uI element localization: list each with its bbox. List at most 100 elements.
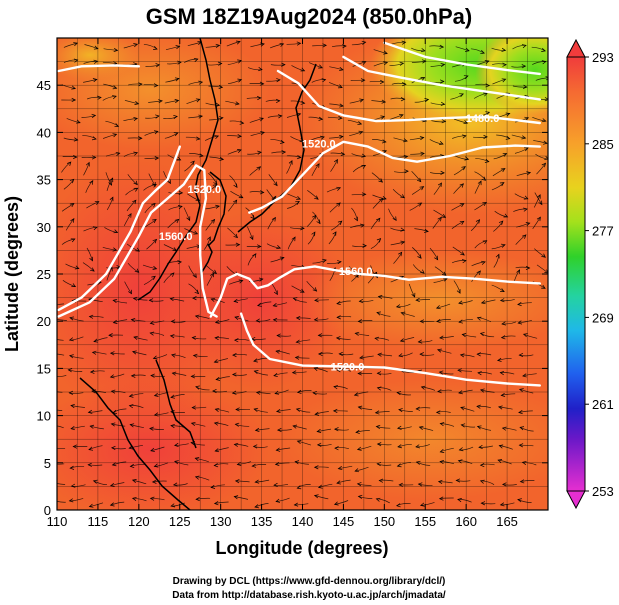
- x-tick-label: 150: [373, 514, 395, 529]
- streamline-arrow: [458, 390, 463, 395]
- streamline-arrow: [521, 460, 527, 465]
- streamline: [62, 156, 77, 158]
- streamline-arrow: [50, 304, 54, 307]
- streamline-arrow: [113, 48, 119, 53]
- streamline: [149, 428, 164, 430]
- streamline-arrow: [273, 373, 278, 378]
- streamline: [230, 190, 243, 199]
- streamline-arrow: [315, 163, 320, 168]
- streamline-arrow: [232, 352, 237, 358]
- streamline: [113, 319, 128, 324]
- streamline-arrow: [336, 315, 341, 320]
- streamline-arrow: [93, 59, 99, 64]
- streamline-arrow: [495, 253, 500, 259]
- streamline-arrow: [234, 422, 240, 427]
- streamline-arrow: [108, 333, 113, 338]
- streamline: [470, 48, 485, 54]
- streamline-arrow: [476, 316, 482, 321]
- streamline-arrow: [112, 298, 118, 303]
- streamline-arrow: [259, 117, 264, 122]
- streamline-arrow: [477, 371, 482, 376]
- streamline-arrow: [71, 283, 77, 287]
- streamline-arrow: [253, 370, 259, 375]
- streamline: [317, 428, 332, 432]
- streamline-arrow: [525, 265, 531, 271]
- streamline-arrow: [150, 447, 155, 452]
- streamline-arrow: [251, 463, 257, 468]
- streamline-arrow: [381, 196, 387, 200]
- streamline: [409, 202, 422, 211]
- streamline: [57, 425, 64, 429]
- streamline-arrow: [112, 133, 118, 138]
- streamline-arrow: [176, 156, 182, 161]
- x-tick-label: 160: [455, 514, 477, 529]
- coastline: [79, 38, 317, 510]
- streamline-arrow: [522, 373, 527, 378]
- streamline-arrow: [317, 484, 323, 489]
- streamline: [389, 114, 404, 120]
- streamline-arrow: [476, 404, 481, 409]
- streamline-arrow: [541, 118, 547, 123]
- streamline: [123, 43, 138, 49]
- streamline-arrow: [153, 392, 159, 397]
- streamline: [266, 189, 276, 201]
- streamline: [314, 495, 329, 500]
- colorbar-tick-label: 293: [592, 50, 614, 65]
- streamline-arrow: [112, 85, 118, 90]
- streamline-arrow: [404, 169, 409, 174]
- streamline-arrow: [420, 269, 425, 274]
- streamline-arrow: [480, 50, 485, 55]
- streamline-arrow: [480, 501, 486, 506]
- streamline: [103, 48, 118, 51]
- x-tick-label: 140: [292, 514, 314, 529]
- streamline-arrow: [459, 93, 464, 98]
- streamline-arrow: [544, 269, 548, 274]
- streamline-arrow: [87, 462, 92, 467]
- streamline-arrow: [543, 140, 548, 145]
- streamline: [249, 117, 264, 123]
- streamline-arrow: [415, 444, 420, 449]
- streamline: [232, 354, 247, 356]
- streamline-arrow: [334, 446, 339, 451]
- streamline: [409, 137, 424, 141]
- streamline-arrow: [463, 120, 469, 125]
- streamline: [461, 424, 476, 428]
- streamline: [396, 303, 411, 308]
- streamline-arrow: [152, 355, 158, 360]
- streamline-arrow: [392, 216, 397, 222]
- streamline: [338, 465, 353, 470]
- streamline-arrow: [397, 425, 402, 430]
- streamline-arrow: [399, 338, 405, 343]
- streamline-arrow: [420, 48, 426, 53]
- streamline: [421, 386, 436, 391]
- streamline: [71, 425, 85, 430]
- streamline-arrow: [70, 483, 76, 488]
- streamline-arrow: [193, 230, 199, 235]
- streamline-arrow: [376, 371, 382, 376]
- colorbar-tick-label: 269: [592, 310, 614, 325]
- streamline-arrow: [397, 444, 402, 449]
- streamline-arrow: [186, 216, 191, 222]
- streamline: [86, 247, 93, 261]
- streamline: [186, 98, 200, 105]
- streamline-arrow: [496, 357, 502, 362]
- streamline-arrow: [132, 199, 137, 205]
- streamline-arrow: [158, 99, 163, 104]
- streamline: [516, 172, 531, 177]
- contour-line: [57, 64, 140, 73]
- streamline-arrow: [194, 289, 200, 295]
- streamline: [314, 318, 329, 321]
- streamline: [350, 224, 365, 229]
- streamline-arrow: [213, 421, 219, 426]
- streamline: [148, 173, 156, 187]
- streamline-arrow: [459, 353, 465, 358]
- streamline: [336, 300, 351, 305]
- streamline-arrow: [275, 447, 281, 452]
- streamline-arrow: [381, 99, 387, 104]
- y-tick-label: 45: [37, 78, 51, 93]
- streamline: [291, 285, 305, 293]
- streamline-arrow: [71, 97, 77, 103]
- streamline-arrow: [149, 426, 154, 431]
- streamline-arrow: [322, 258, 327, 263]
